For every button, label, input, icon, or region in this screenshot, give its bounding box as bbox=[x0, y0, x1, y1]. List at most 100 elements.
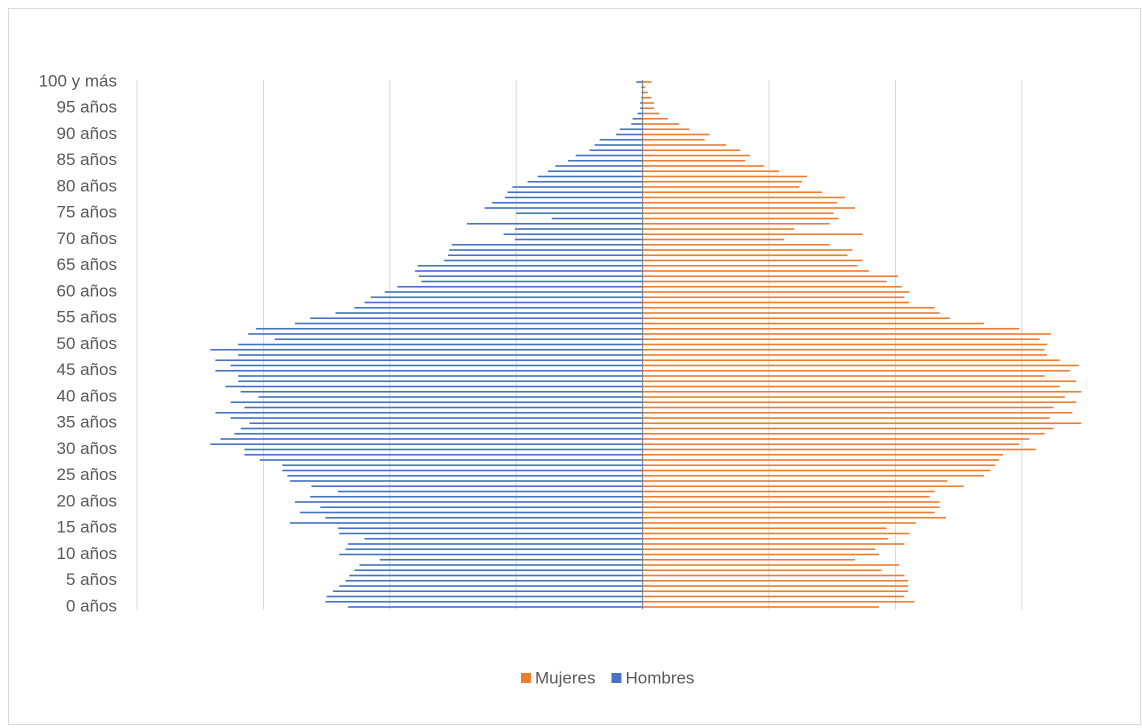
bar bbox=[642, 112, 660, 115]
bar bbox=[642, 249, 853, 251]
bar bbox=[503, 233, 643, 236]
bar bbox=[484, 207, 643, 209]
bar bbox=[642, 180, 802, 183]
bar bbox=[415, 270, 643, 272]
bar bbox=[642, 144, 727, 146]
bar bbox=[300, 511, 643, 514]
y-tick-label: 50 años bbox=[57, 334, 118, 353]
bar bbox=[514, 238, 643, 241]
bar bbox=[339, 553, 643, 556]
bar bbox=[354, 306, 643, 309]
bar bbox=[642, 495, 930, 498]
bar bbox=[642, 107, 655, 110]
bar bbox=[282, 469, 643, 472]
bar bbox=[642, 149, 740, 152]
bar bbox=[642, 411, 1073, 414]
bar bbox=[642, 301, 910, 304]
bar bbox=[255, 327, 643, 330]
bar bbox=[642, 516, 947, 519]
bar bbox=[335, 312, 643, 314]
bar bbox=[642, 81, 652, 83]
bar bbox=[642, 522, 916, 524]
bar bbox=[642, 259, 863, 262]
bar bbox=[642, 123, 680, 125]
bar bbox=[642, 600, 915, 603]
bar bbox=[345, 579, 643, 582]
bar bbox=[619, 128, 643, 131]
bar bbox=[215, 369, 643, 372]
bar bbox=[551, 217, 643, 220]
bar bbox=[258, 396, 643, 398]
y-tick-label: 45 años bbox=[57, 360, 118, 379]
bar bbox=[447, 254, 643, 257]
bar bbox=[289, 522, 643, 524]
bar bbox=[642, 285, 902, 288]
bar bbox=[642, 175, 807, 178]
bar bbox=[642, 165, 764, 167]
y-tick-label: 5 años bbox=[66, 570, 117, 589]
bar bbox=[230, 417, 643, 419]
bar bbox=[379, 558, 643, 561]
bar bbox=[594, 144, 643, 146]
bar bbox=[642, 327, 1020, 330]
bar bbox=[642, 501, 940, 503]
bar bbox=[642, 359, 1060, 362]
bar bbox=[642, 154, 751, 157]
bar bbox=[215, 359, 643, 362]
bar bbox=[397, 285, 643, 288]
bar bbox=[512, 186, 643, 188]
bar bbox=[210, 443, 643, 446]
y-tick-label: 80 años bbox=[57, 176, 118, 195]
bar bbox=[516, 212, 643, 215]
y-tick-label: 10 años bbox=[57, 544, 118, 563]
bar bbox=[642, 375, 1045, 377]
bar bbox=[642, 201, 838, 204]
bar bbox=[642, 212, 834, 215]
bar bbox=[451, 243, 643, 246]
bar bbox=[325, 600, 643, 603]
bar bbox=[642, 322, 984, 325]
bar bbox=[332, 590, 643, 593]
bar bbox=[632, 117, 643, 120]
bar bbox=[514, 228, 643, 230]
bar bbox=[295, 501, 643, 503]
bar bbox=[575, 154, 643, 157]
bar bbox=[642, 207, 856, 209]
y-tick-label: 95 años bbox=[57, 98, 118, 117]
bar bbox=[230, 364, 643, 367]
bar bbox=[642, 506, 940, 509]
legend-swatch bbox=[521, 673, 531, 683]
bar bbox=[492, 201, 643, 204]
bar bbox=[642, 228, 795, 230]
bar bbox=[248, 333, 643, 335]
bar bbox=[642, 443, 1020, 446]
bar bbox=[642, 312, 940, 314]
bar bbox=[259, 459, 643, 461]
bar bbox=[642, 585, 909, 587]
bar bbox=[642, 364, 1079, 367]
bar bbox=[641, 86, 643, 89]
bar bbox=[641, 91, 643, 94]
bar bbox=[642, 527, 887, 530]
bar bbox=[349, 574, 643, 577]
bar bbox=[642, 243, 830, 246]
bar bbox=[642, 590, 909, 593]
bar bbox=[642, 417, 1050, 419]
bar bbox=[642, 579, 909, 582]
bar bbox=[642, 238, 785, 241]
y-tick-label: 70 años bbox=[57, 229, 118, 248]
bar bbox=[238, 380, 643, 383]
bar bbox=[364, 301, 643, 304]
bar bbox=[642, 511, 935, 514]
bar bbox=[642, 369, 1070, 372]
bar bbox=[364, 537, 643, 540]
bar bbox=[230, 401, 643, 404]
bar bbox=[640, 102, 643, 104]
bar bbox=[642, 222, 830, 225]
bar bbox=[642, 569, 882, 572]
bar bbox=[642, 438, 1030, 440]
bar bbox=[642, 469, 991, 472]
bar bbox=[642, 401, 1077, 404]
legend-label: Hombres bbox=[625, 668, 694, 687]
bar bbox=[642, 564, 900, 566]
